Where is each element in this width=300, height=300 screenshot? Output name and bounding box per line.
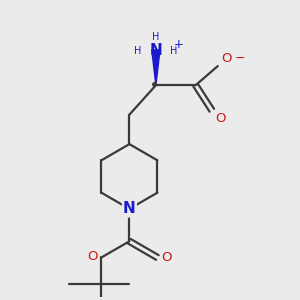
- Text: H: H: [134, 46, 142, 56]
- Text: +: +: [174, 38, 184, 51]
- Text: O: O: [221, 52, 232, 64]
- Text: −: −: [235, 52, 245, 64]
- Text: H: H: [152, 32, 160, 42]
- Text: H: H: [170, 46, 177, 56]
- Polygon shape: [152, 50, 160, 85]
- Text: N: N: [149, 43, 162, 58]
- Text: N: N: [123, 201, 136, 216]
- Text: O: O: [161, 251, 171, 264]
- Text: O: O: [87, 250, 98, 262]
- Text: O: O: [215, 112, 226, 125]
